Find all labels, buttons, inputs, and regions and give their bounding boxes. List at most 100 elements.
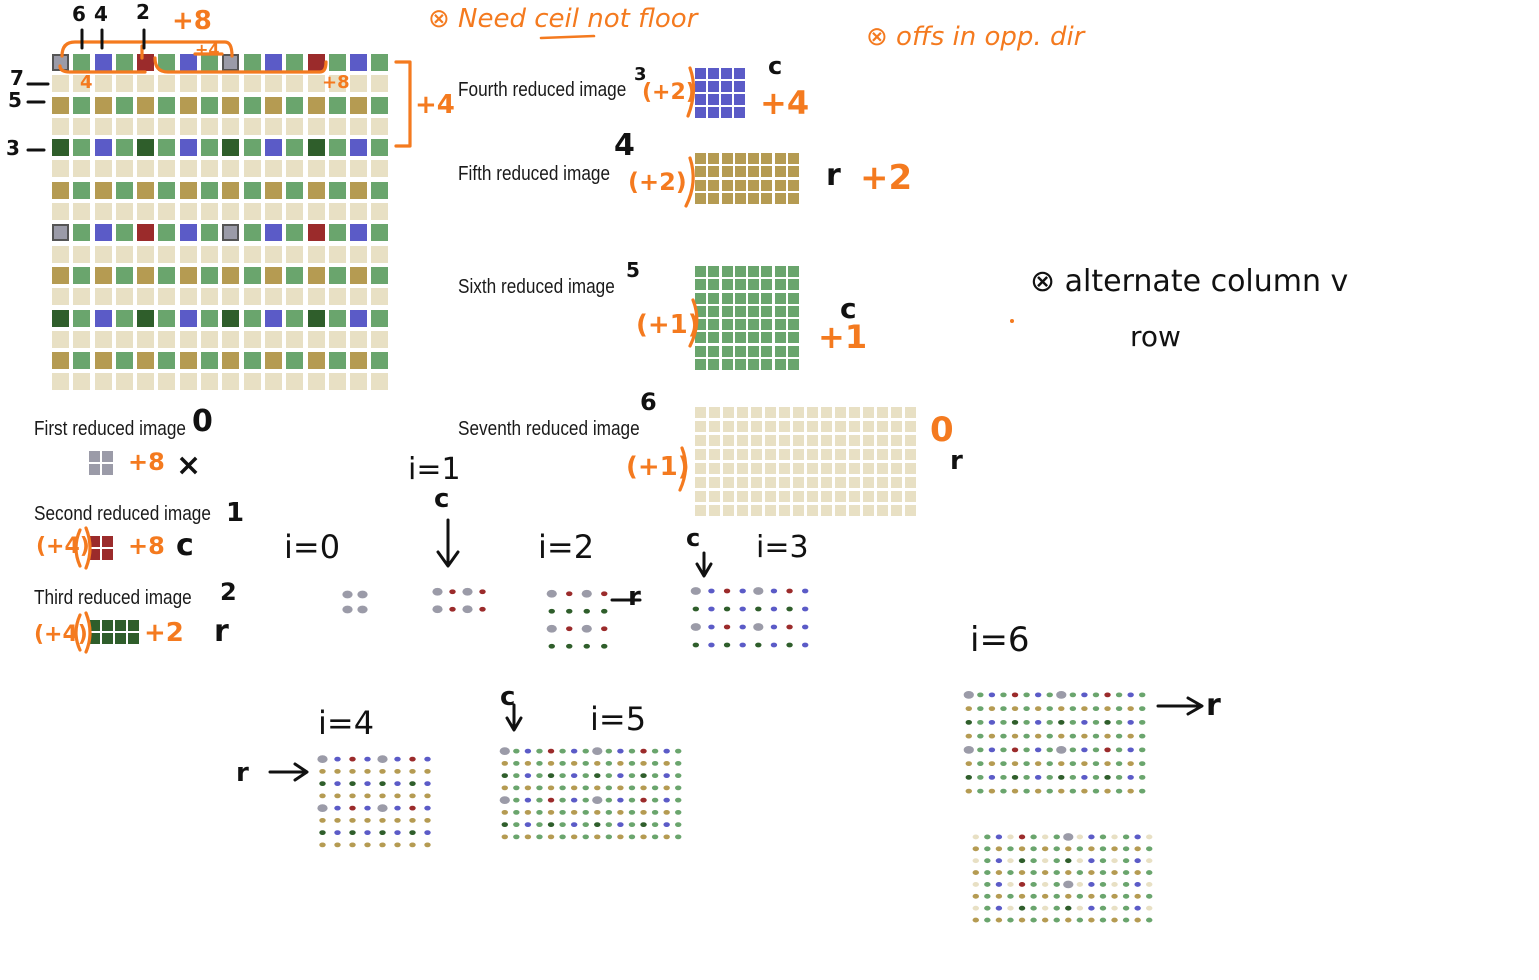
sketch-dot xyxy=(1046,733,1053,739)
sketch-dot xyxy=(995,905,1003,911)
reduced-cell xyxy=(774,345,786,357)
sketch-dot xyxy=(334,842,341,848)
reduced-cell xyxy=(695,345,706,357)
reduced-cell xyxy=(708,81,719,92)
sketch-dot xyxy=(513,760,520,766)
grid-cell xyxy=(179,288,197,306)
reduced-cell xyxy=(765,505,776,516)
sketch-dot xyxy=(1122,846,1130,852)
grid-cell xyxy=(286,54,304,71)
sketch-dot xyxy=(1023,788,1030,794)
grid-cell xyxy=(115,203,133,221)
sketch-dot xyxy=(364,768,371,774)
grid-cell xyxy=(73,224,91,242)
sketch-dot xyxy=(1134,870,1141,875)
reduced-cell xyxy=(849,505,860,516)
sketch-dot xyxy=(364,756,371,762)
grid-cell xyxy=(115,309,133,327)
reduced-cell xyxy=(821,505,832,516)
reduced-cell xyxy=(779,491,790,502)
step-i6-sketch-bottom xyxy=(972,833,1153,923)
sketch-dot xyxy=(566,591,573,597)
grid-cell xyxy=(264,373,282,391)
reduced-cell xyxy=(737,421,748,432)
note-alternate: ⊗ alternate column v xyxy=(1030,264,1349,299)
grid-cell xyxy=(73,330,91,348)
sketch-dot xyxy=(1030,893,1037,899)
grid-cell xyxy=(179,75,197,93)
reduced-cell xyxy=(779,421,790,432)
sketch-dot xyxy=(394,830,401,836)
sketch-dot xyxy=(583,608,590,614)
grid-cell xyxy=(115,117,133,135)
second-reduced-label: Second reduced image xyxy=(34,503,211,525)
grid-cell xyxy=(158,117,176,135)
reduced-cell xyxy=(774,319,786,331)
fourth-offset-left: (+2) xyxy=(642,80,696,105)
sketch-dot xyxy=(723,624,731,630)
sketch-dot xyxy=(364,805,371,811)
sketch-dot xyxy=(977,747,984,753)
grid-cell xyxy=(243,139,261,157)
sketch-dot xyxy=(988,747,996,753)
sketch-dot xyxy=(977,692,984,698)
reduced-cell xyxy=(863,491,874,502)
sketch-dot xyxy=(524,834,532,840)
grid-cell xyxy=(264,75,282,93)
reduced-cell xyxy=(765,407,776,418)
reduced-cell xyxy=(721,345,733,357)
reduced-cell xyxy=(89,633,100,644)
reduced-cell xyxy=(737,407,748,418)
sketch-dot xyxy=(628,773,636,779)
sketch-dot xyxy=(663,822,670,828)
sketch-dot xyxy=(1092,747,1100,753)
reduced-cell xyxy=(793,463,804,474)
reduced-cell xyxy=(734,179,746,191)
seventh-reduced-label: Seventh reduced image xyxy=(458,418,640,440)
grid-cell xyxy=(94,352,112,370)
grid-cell xyxy=(222,203,240,221)
sketch-dot xyxy=(1092,774,1100,780)
grid-cell xyxy=(52,139,69,157)
grid-cell xyxy=(307,75,325,93)
sketch-dot xyxy=(1081,706,1088,712)
sketch-dot xyxy=(1065,846,1072,852)
grid-cell xyxy=(115,266,133,284)
sketch-dot xyxy=(379,817,386,823)
sketch-dot xyxy=(708,642,715,648)
grid-cell xyxy=(371,96,389,114)
grid-cell xyxy=(73,245,91,263)
step-i2-r: r xyxy=(628,582,641,612)
sixth-reduced-label: Sixth reduced image xyxy=(458,276,615,298)
reduced-cell xyxy=(737,505,748,516)
grid-cell xyxy=(243,224,261,242)
grid-cell xyxy=(264,352,282,370)
grid-cell xyxy=(264,245,282,263)
grid-cell xyxy=(350,160,368,178)
grid-cell xyxy=(137,75,155,93)
step-i6-label: i=6 xyxy=(970,620,1030,660)
grid-cell xyxy=(115,330,133,348)
grid-cell xyxy=(52,224,69,242)
reduced-cell xyxy=(835,449,846,460)
step-i6-r: r xyxy=(1206,688,1221,723)
sketch-dot xyxy=(524,773,532,779)
sketch-dot xyxy=(364,842,371,848)
reduced-cell xyxy=(734,94,745,105)
reduced-cell xyxy=(774,359,786,371)
sketch-dot xyxy=(1139,719,1146,725)
sketch-dot xyxy=(1104,788,1111,794)
sketch-dot xyxy=(1076,846,1084,852)
grid-cell xyxy=(158,160,176,178)
sketch-dot xyxy=(1041,893,1049,899)
reduced-cell xyxy=(751,449,762,460)
sketch-dot xyxy=(1046,719,1053,725)
note-bracket-left: 4 xyxy=(80,72,93,93)
reduced-cell xyxy=(708,292,720,304)
reduced-cell xyxy=(891,491,902,502)
grid-cell xyxy=(264,309,282,327)
sketch-dot xyxy=(319,781,326,787)
reduced-cell xyxy=(891,449,902,460)
reduced-cell xyxy=(737,463,748,474)
reduced-cell xyxy=(765,463,776,474)
